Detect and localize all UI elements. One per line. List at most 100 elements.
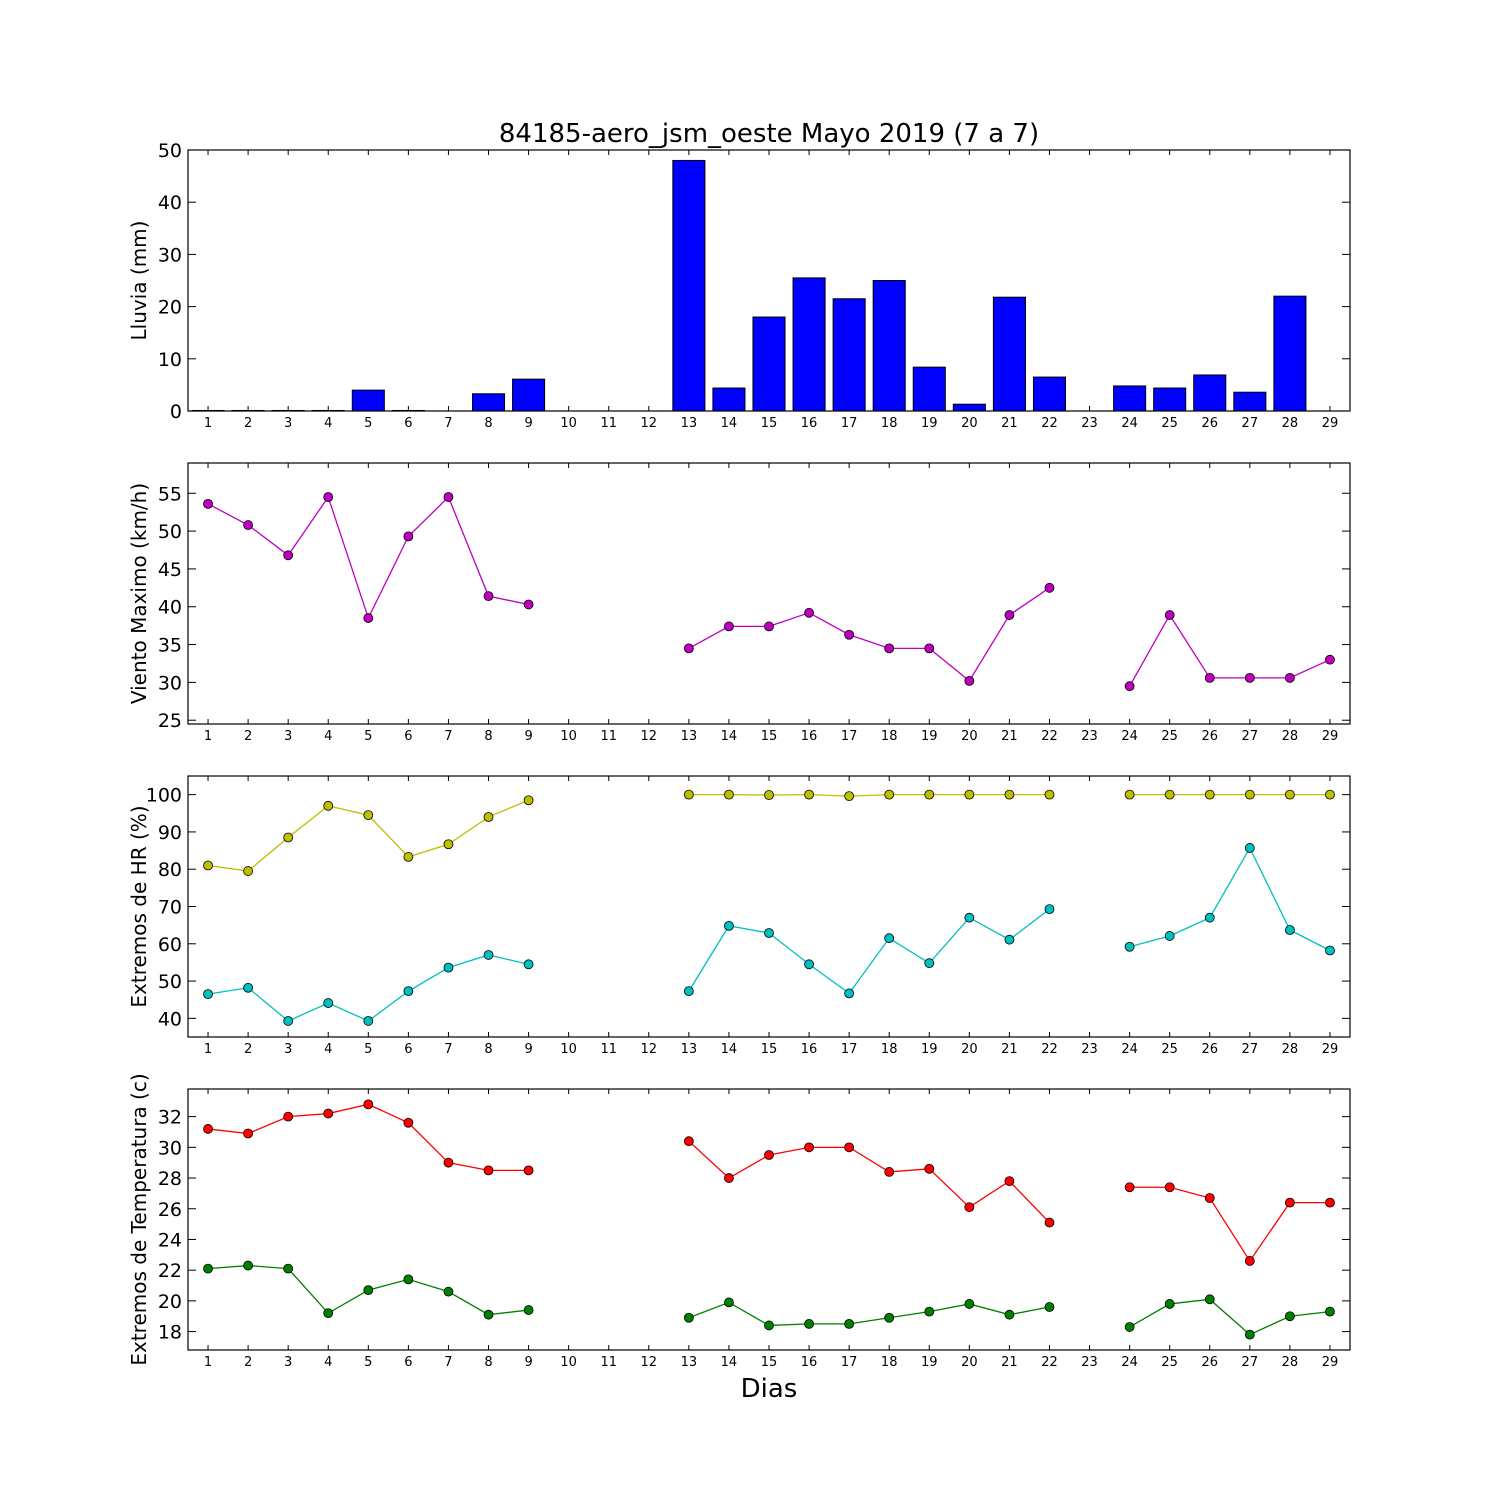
point-temp-max-day-17 (844, 1142, 855, 1153)
point-temp-max-day-28 (1284, 1197, 1295, 1208)
y-tick-label: 40 (158, 192, 182, 214)
bar-day-28 (1273, 295, 1307, 412)
x-tick-label: 8 (484, 416, 492, 431)
point-hr-min-day-4 (323, 998, 334, 1008)
x-tick-label: 13 (681, 416, 698, 431)
x-tick-label: 27 (1242, 1355, 1259, 1370)
point-hr-max-day-14 (724, 789, 734, 800)
series-hr-max (203, 789, 1335, 876)
point-hr-max-day-28 (1284, 789, 1295, 800)
point-wind-max-day-26 (1204, 672, 1215, 683)
x-tick-label: 16 (801, 1042, 818, 1057)
x-tick-label: 5 (364, 416, 372, 431)
point-hr-max-day-17 (844, 791, 855, 802)
bar-day-17 (832, 298, 866, 412)
point-hr-max-day-29 (1325, 789, 1335, 800)
x-tick-label: 8 (484, 1355, 492, 1370)
point-wind-max-day-19 (924, 643, 935, 654)
x-tick-label: 24 (1121, 1042, 1138, 1057)
point-hr-max-day-4 (323, 800, 334, 811)
x-tick-label: 15 (761, 1042, 778, 1057)
point-temp-max-day-26 (1204, 1193, 1215, 1203)
point-wind-max-day-20 (964, 675, 975, 686)
series-line-temp-max (688, 1140, 1050, 1224)
x-tick-label: 9 (524, 1355, 532, 1370)
point-temp-min-day-22 (1044, 1302, 1055, 1312)
point-temp-min-day-21 (1004, 1309, 1015, 1320)
point-temp-max-day-14 (724, 1173, 734, 1183)
x-tick-label: 18 (881, 729, 898, 744)
x-tick-label: 24 (1121, 729, 1138, 744)
point-temp-min-day-13 (683, 1312, 694, 1323)
point-temp-min-day-25 (1164, 1299, 1175, 1309)
x-tick-label: 28 (1282, 416, 1299, 431)
x-tick-label: 1 (204, 416, 212, 431)
x-tick-label: 23 (1081, 416, 1098, 431)
x-tick-label: 6 (404, 1042, 412, 1057)
series-line-temp-max (207, 1103, 529, 1172)
point-wind-max-day-22 (1044, 582, 1055, 593)
x-tick-label: 17 (841, 729, 858, 744)
point-hr-max-day-19 (924, 789, 935, 800)
point-hr-min-day-27 (1244, 843, 1255, 853)
y-tick-label: 24 (158, 1229, 182, 1251)
point-temp-min-day-27 (1244, 1329, 1255, 1340)
point-temp-min-day-20 (964, 1299, 975, 1309)
x-tick-label: 12 (641, 1355, 658, 1370)
x-tick-label: 6 (404, 1355, 412, 1370)
point-temp-max-day-7 (443, 1157, 454, 1168)
point-temp-min-day-24 (1124, 1322, 1135, 1332)
x-tick-label: 19 (921, 1042, 938, 1057)
point-hr-max-day-27 (1244, 789, 1255, 800)
point-hr-max-day-6 (403, 852, 414, 862)
x-tick-label: 16 (801, 1355, 818, 1370)
x-tick-label: 22 (1041, 729, 1058, 744)
x-tick-label: 9 (524, 1042, 532, 1057)
point-wind-max-day-3 (283, 550, 294, 561)
point-hr-min-day-2 (243, 982, 254, 993)
bar-day-18 (872, 280, 906, 412)
x-tick-label: 25 (1161, 416, 1178, 431)
point-hr-max-day-7 (443, 839, 454, 850)
x-tick-label: 10 (560, 416, 577, 431)
point-temp-max-day-21 (1004, 1176, 1015, 1187)
x-tick-label: 21 (1001, 729, 1018, 744)
x-tick-label: 15 (761, 416, 778, 431)
point-temp-min-day-2 (243, 1260, 254, 1271)
point-hr-min-day-26 (1204, 912, 1215, 923)
point-wind-max-day-28 (1284, 672, 1295, 683)
plot-frame-humidity (187, 775, 1351, 1038)
x-tick-label: 28 (1282, 1355, 1299, 1370)
x-tick-label: 29 (1322, 1355, 1339, 1370)
y-tick-label: 22 (158, 1260, 182, 1282)
x-tick-label: 16 (801, 729, 818, 744)
y-tick-label: 0 (170, 401, 182, 423)
point-temp-max-day-9 (523, 1165, 534, 1176)
x-tick-label: 5 (364, 729, 372, 744)
point-temp-min-day-19 (924, 1306, 935, 1317)
point-temp-min-day-18 (884, 1312, 895, 1323)
bar-day-9 (512, 378, 546, 412)
point-hr-min-day-29 (1325, 945, 1335, 956)
series-line-hr-min (207, 954, 529, 1022)
x-tick-label: 14 (721, 729, 738, 744)
y-tick-label: 40 (158, 1008, 182, 1030)
series-line-hr-min (688, 908, 1050, 995)
point-temp-max-day-22 (1044, 1217, 1055, 1228)
point-hr-min-day-16 (804, 959, 814, 970)
x-tick-label: 22 (1041, 416, 1058, 431)
point-wind-max-day-7 (443, 492, 454, 502)
y-tick-label: 25 (158, 710, 182, 732)
y-tick-label: 26 (158, 1199, 182, 1221)
y-tick-label: 40 (158, 597, 182, 619)
x-tick-label: 21 (1001, 1042, 1018, 1057)
panel-temperature: Extremos de Temperatura (c) 1820222426283… (127, 1073, 1351, 1370)
y-axis-label-rain: Lluvia (mm) (127, 221, 151, 341)
point-temp-min-day-14 (724, 1297, 734, 1308)
x-tick-label: 19 (921, 416, 938, 431)
x-tick-label: 15 (761, 729, 778, 744)
bar-day-13 (672, 159, 706, 412)
point-temp-min-day-28 (1284, 1311, 1295, 1322)
series-line-temp-max (1129, 1186, 1330, 1263)
